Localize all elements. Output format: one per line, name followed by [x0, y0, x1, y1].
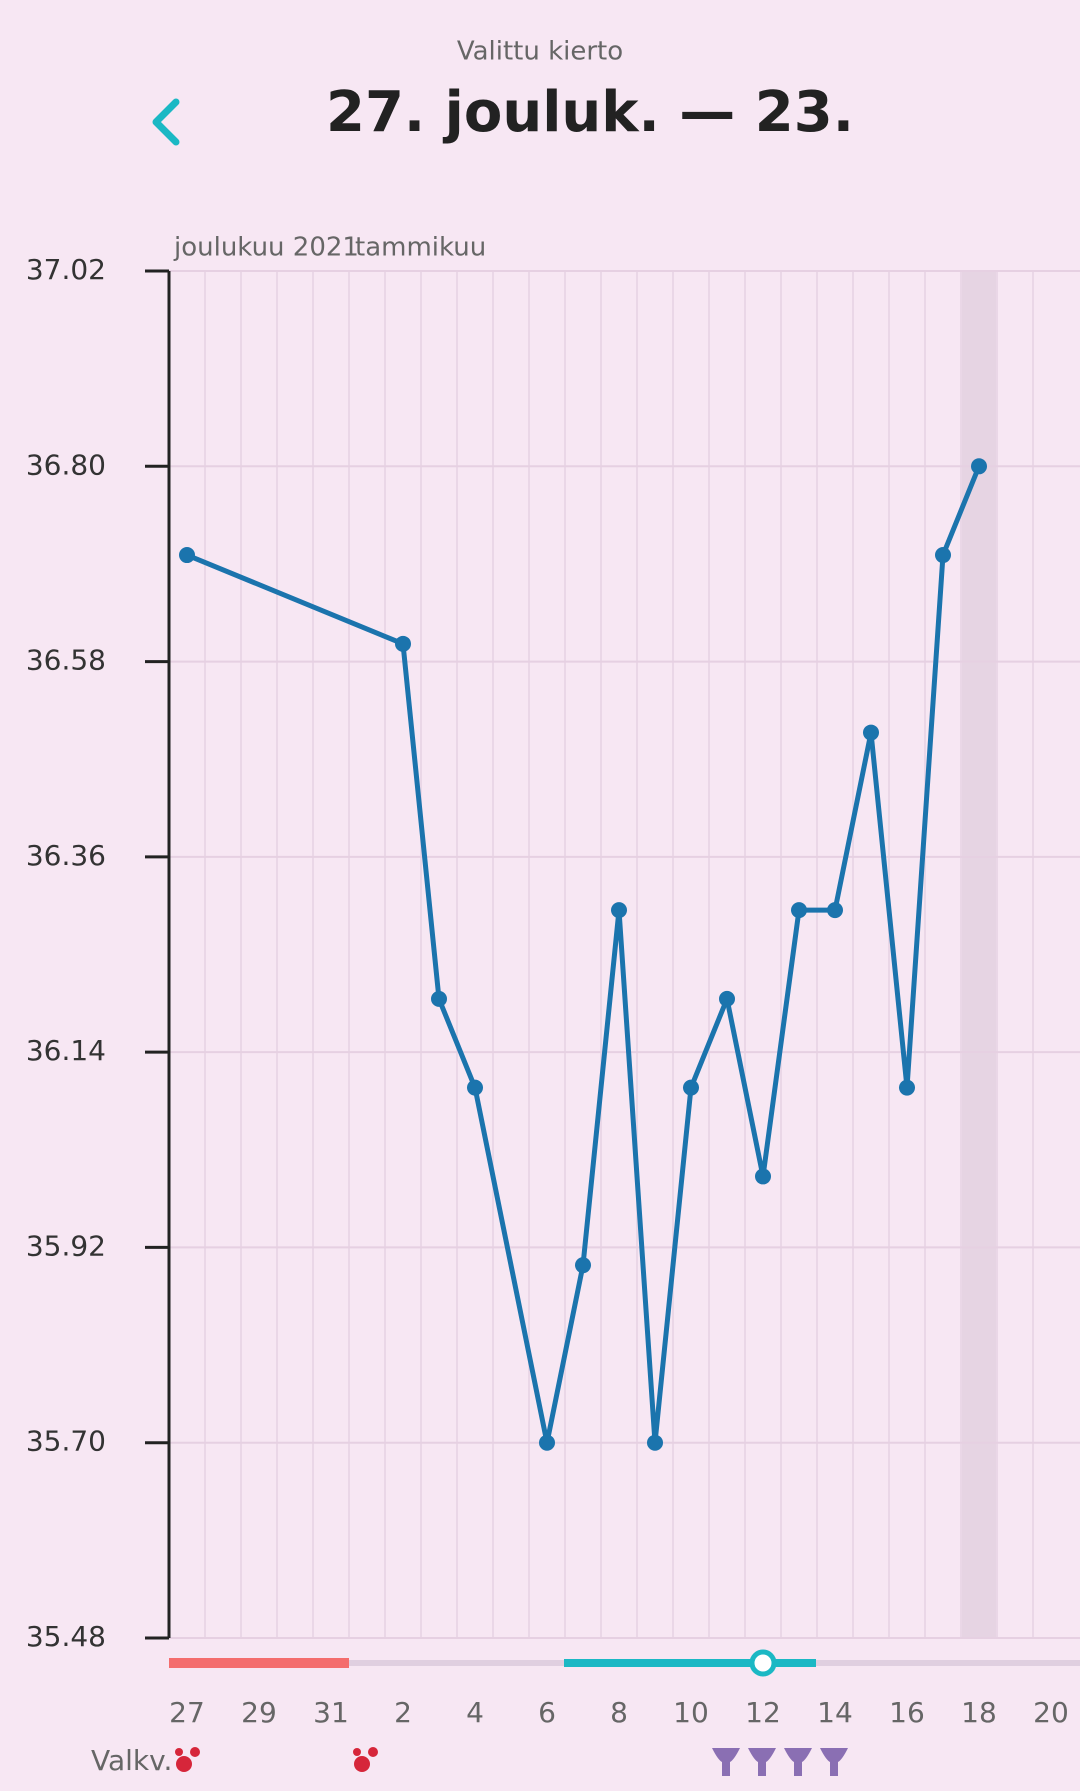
back-button[interactable]: [152, 98, 180, 146]
bleeding-icon: [353, 1747, 378, 1772]
x-tick-label: 29: [241, 1696, 277, 1729]
line-segment: [400, 641, 442, 1002]
chart: 35.48 35.70 35.92 36.14 36.36 36.58 36.80 37.02…: [26, 253, 1080, 1729]
line-segment: [868, 730, 910, 1091]
line-segment: [616, 907, 658, 1446]
ovulation-marker: [749, 1649, 777, 1677]
data-point: [899, 1079, 915, 1096]
data-point: [611, 902, 627, 919]
line-segment: [940, 463, 982, 558]
line-segment: [580, 907, 622, 1268]
footer-label: Valkv.: [91, 1744, 172, 1777]
x-tick-label: 16: [889, 1696, 925, 1729]
x-tick-label: 14: [817, 1696, 853, 1729]
y-tick-label: 37.02: [26, 253, 106, 286]
data-point: [971, 458, 987, 475]
period-bar: [169, 1658, 349, 1668]
bleeding-icon: [175, 1747, 200, 1772]
y-tick-label: 36.58: [26, 644, 106, 677]
data-point: [863, 724, 879, 741]
line-segment: [184, 552, 406, 647]
data-point: [395, 635, 411, 652]
y-tick-label: 35.70: [26, 1425, 106, 1458]
subtitle: Valittu kierto: [457, 37, 623, 67]
month-label: joulukuu 2021: [173, 233, 359, 263]
data-point: [647, 1434, 663, 1451]
x-tick-label: 6: [538, 1696, 556, 1729]
x-tick-label: 27: [169, 1696, 205, 1729]
line-segment: [760, 907, 802, 1179]
data-point: [431, 990, 447, 1007]
x-tick-label: 2: [394, 1696, 412, 1729]
data-point: [791, 902, 807, 919]
x-tick-label: 31: [313, 1696, 349, 1729]
line-segment: [688, 996, 730, 1091]
data-point: [827, 902, 843, 919]
y-tick-label: 36.36: [26, 839, 106, 872]
line-segment: [436, 996, 478, 1091]
y-tick-label: 35.92: [26, 1229, 106, 1262]
data-point: [539, 1434, 555, 1451]
x-tick-label: 20: [1033, 1696, 1069, 1729]
line-segment: [904, 552, 946, 1091]
line-segment: [832, 730, 874, 913]
today-highlight: [961, 271, 997, 1638]
data-point: [683, 1079, 699, 1096]
line-segment: [724, 996, 766, 1179]
line-segment: [472, 1085, 550, 1446]
x-tick-label: 12: [745, 1696, 781, 1729]
data-point: [935, 547, 951, 564]
y-tick-label: 36.80: [26, 448, 106, 481]
y-tick-label: 35.48: [26, 1620, 106, 1653]
x-tick-label: 18: [961, 1696, 997, 1729]
x-tick-label: 10: [673, 1696, 709, 1729]
data-point: [179, 547, 195, 564]
line-segment: [652, 1085, 694, 1446]
x-tick-label: 8: [610, 1696, 628, 1729]
x-tick-label: 4: [466, 1696, 484, 1729]
data-point: [719, 990, 735, 1007]
data-point: [755, 1168, 771, 1185]
y-tick-label: 36.14: [26, 1034, 106, 1067]
month-label: tammikuu: [355, 233, 486, 263]
mucus-icons: [712, 1748, 848, 1776]
data-point: [575, 1257, 591, 1274]
line-segment: [544, 1262, 586, 1446]
data-point: [467, 1079, 483, 1096]
fertile-bar: [564, 1659, 816, 1667]
title: 27. jouluk. — 23.: [326, 80, 854, 145]
